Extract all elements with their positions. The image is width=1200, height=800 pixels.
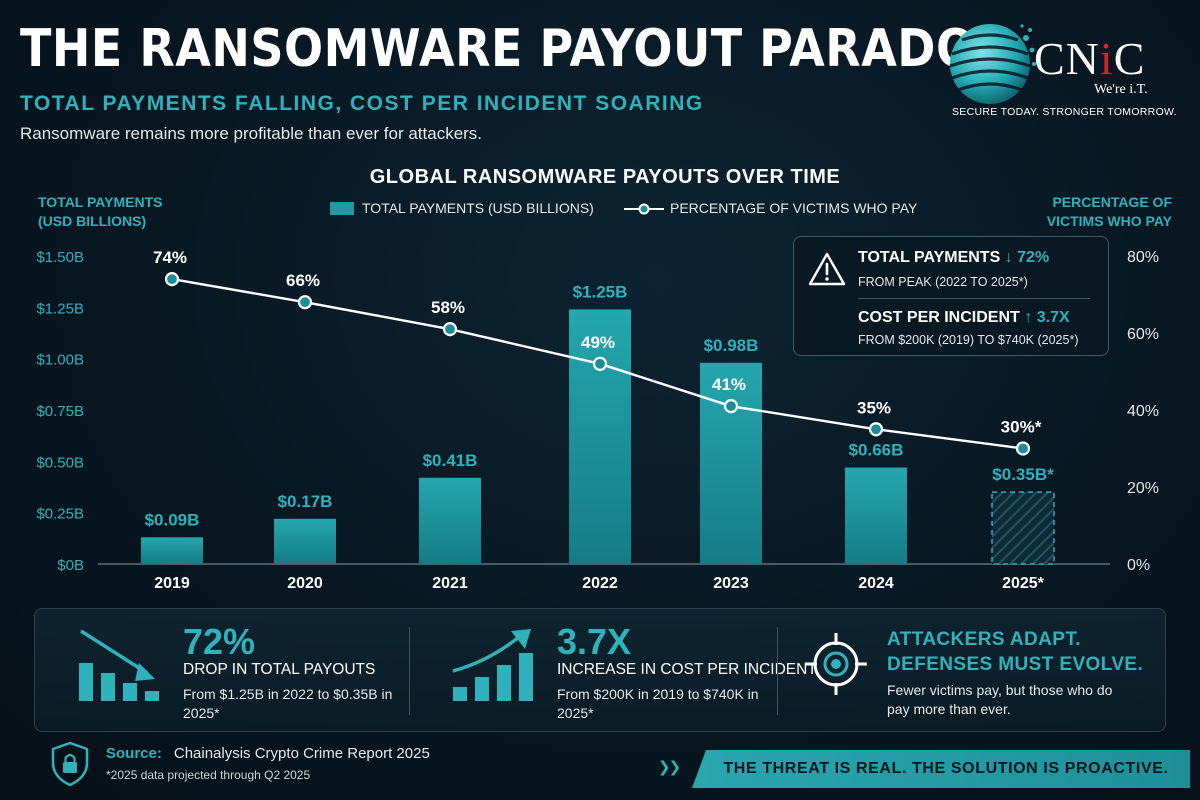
legend-label-payments: TOTAL PAYMENTS (USD BILLIONS) (362, 200, 594, 216)
stat-label: INCREASE IN COST PER INCIDENT (557, 661, 817, 678)
bar-value-label: $0.98B (704, 336, 759, 355)
bar-value-label: $0.66B (849, 440, 904, 459)
x-tick-label: 2023 (713, 575, 749, 592)
y-tick-label-left: $0.75B (36, 403, 84, 420)
line-value-label: 58% (431, 298, 465, 317)
payouts-chart: $0B $0.25B $0.50B $0.75B $1.00B $1.25B $1.50B 0… (36, 248, 1160, 592)
y-axis-left-title: TOTAL PAYMENTS (USD BILLIONS) (38, 194, 163, 229)
bar-value-label: $0.17B (278, 492, 333, 511)
callout-total-payments-sub: FROM PEAK (2022 TO 2025*) (858, 275, 1028, 289)
company-logo: CNiC We're i.T. SECURE TODAY. STRONGER T… (944, 14, 1184, 124)
bar (419, 477, 481, 564)
bar (569, 309, 631, 564)
y-tick-label-right: 40% (1127, 403, 1159, 420)
falling-bars-icon (79, 629, 159, 701)
legend-bar-swatch (330, 202, 354, 215)
logo-tagline: SECURE TODAY. STRONGER TOMORROW. (952, 106, 1177, 118)
line-point (1015, 441, 1031, 456)
x-tick-label: 2025* (1002, 575, 1045, 592)
shield-lock-icon (51, 741, 89, 787)
y-tick-label-right: 20% (1127, 480, 1159, 497)
stat-headline: ATTACKERS ADAPT. DEFENSES MUST EVOLVE. (887, 629, 1144, 675)
bar (141, 537, 203, 564)
bar-value-label: $0.09B (145, 510, 200, 529)
bar (700, 362, 762, 564)
bar-value-label: $0.35B* (992, 465, 1054, 484)
bar-value-label: $0.41B (423, 451, 478, 470)
stat-value: 3.7X (557, 621, 632, 662)
stat-description: From $200K in 2019 to $740K in 2025* (557, 686, 759, 721)
y-axis-right-title: PERCENTAGE OF VICTIMS WHO PAY (1046, 194, 1172, 229)
x-tick-label: 2020 (287, 575, 323, 592)
page-tagline: Ransomware remains more profitable than … (20, 124, 483, 143)
callout-divider (858, 298, 1090, 299)
stat-cost-increase: 3.7X INCREASE IN COST PER INCIDENT From … (409, 609, 817, 733)
call-to-action-banner: THE THREAT IS REAL. THE SOLUTION IS PROA… (692, 750, 1190, 788)
stat-drop-payouts: 72% DROP IN TOTAL PAYOUTS From $1.25B in… (35, 609, 409, 733)
line-point (164, 272, 180, 287)
bar (845, 467, 907, 564)
chevron-right-icon: ❯❯ (658, 759, 681, 776)
callout-total-payments: TOTAL PAYMENTS ↓ 72% (858, 249, 1050, 266)
source-citation: Source: Chainalysis Crypto Crime Report 2… (106, 745, 430, 762)
legend-label-percentage: PERCENTAGE OF VICTIMS WHO PAY (670, 200, 918, 216)
line-point (297, 295, 313, 310)
y-tick-label-right: 60% (1127, 326, 1159, 343)
y-tick-label-left: $1.00B (36, 352, 84, 369)
y-tick-label-left: $1.25B (36, 300, 84, 317)
summary-callout: TOTAL PAYMENTS ↓ 72% FROM PEAK (2022 TO … (793, 236, 1109, 356)
x-tick-label: 2022 (582, 575, 618, 592)
stat-description: From $1.25B in 2022 to $0.35B in 2025* (183, 686, 393, 721)
line-value-label: 35% (857, 398, 891, 417)
page-title: THE RANSOMWARE PAYOUT PARADOX (20, 18, 1010, 79)
y-tick-label-left: $0B (57, 557, 84, 574)
x-tick-label: 2024 (858, 575, 894, 592)
line-point (723, 399, 739, 414)
legend-line-swatch (624, 203, 664, 215)
stat-divider (409, 627, 410, 715)
y-tick-label-left: $0.50B (36, 454, 84, 471)
line-value-label: 30%* (1001, 418, 1042, 437)
chart-legend: TOTAL PAYMENTS (USD BILLIONS) PERCENTAGE… (330, 199, 930, 219)
callout-cost-per-incident-sub: FROM $200K (2019) TO $740K (2025*) (858, 333, 1079, 347)
y-tick-label-right: 80% (1127, 249, 1159, 266)
globe-logo-icon (949, 24, 1036, 104)
x-tick-label: 2019 (154, 575, 190, 592)
bar-value-label: $1.25B (573, 282, 628, 301)
stat-description: Fewer victims pay, but those who do pay … (887, 682, 1113, 717)
page-subtitle: TOTAL PAYMENTS FALLING, COST PER INCIDEN… (20, 92, 704, 115)
logo-wordmark: CNiC (1034, 33, 1146, 84)
callout-cost-per-incident: COST PER INCIDENT ↑ 3.7X (858, 309, 1070, 326)
logo-slogan: We're i.T. (1094, 82, 1148, 97)
bar-projected (991, 491, 1055, 565)
rising-bars-icon (452, 629, 533, 701)
stats-panel: 72% DROP IN TOTAL PAYOUTS From $1.25B in… (34, 608, 1166, 732)
line-value-label: 49% (581, 333, 615, 352)
bar (274, 518, 336, 564)
stat-label: DROP IN TOTAL PAYOUTS (183, 661, 376, 678)
line-point (592, 356, 608, 371)
warning-triangle-icon (808, 252, 846, 286)
stat-value: 72% (183, 621, 256, 662)
chart-title: GLOBAL RANSOMWARE PAYOUTS OVER TIME (369, 166, 841, 188)
target-icon (805, 633, 867, 695)
y-tick-label-right: 0% (1127, 557, 1150, 574)
projection-footnote: *2025 data projected through Q2 2025 (106, 768, 311, 782)
x-tick-label: 2021 (432, 575, 468, 592)
line-value-label: 66% (286, 271, 320, 290)
line-point (442, 322, 458, 337)
line-value-label: 74% (153, 248, 187, 267)
y-tick-label-left: $1.50B (36, 249, 84, 266)
line-value-label: 41% (712, 375, 746, 394)
stat-divider (777, 627, 778, 715)
stat-attackers-adapt: ATTACKERS ADAPT. DEFENSES MUST EVOLVE. F… (777, 609, 1167, 733)
line-point (868, 422, 884, 437)
y-tick-label-left: $0.25B (36, 506, 84, 523)
